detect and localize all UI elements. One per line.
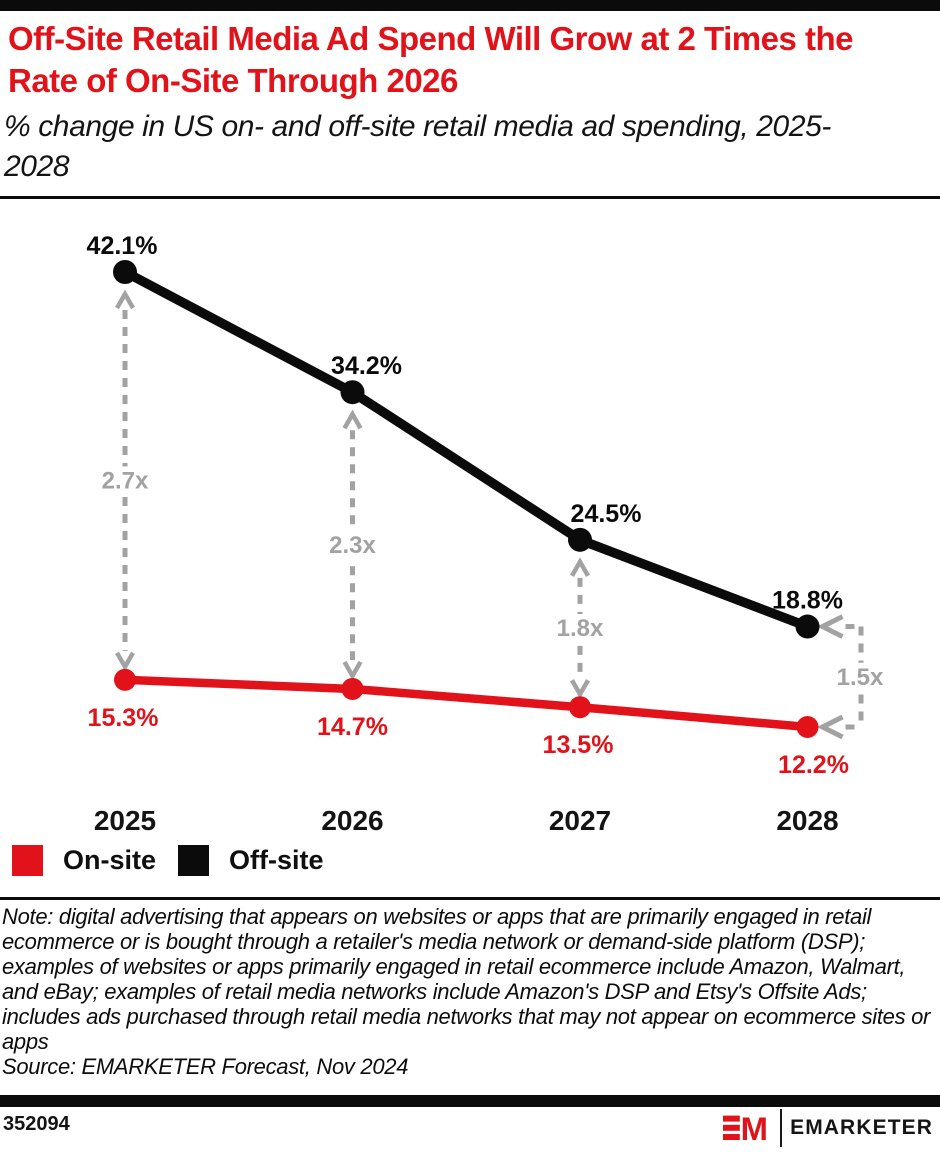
ratio-arrow-up-head bbox=[570, 557, 590, 577]
legend-label-on-site: On-site bbox=[63, 845, 157, 875]
multiplier-label: 2.7x bbox=[102, 467, 149, 494]
chart-id: 352094 bbox=[3, 1113, 70, 1135]
logo-divider bbox=[780, 1109, 783, 1147]
off-site-point bbox=[795, 614, 820, 639]
chart-subtitle: % change in US on- and off-site retail m… bbox=[4, 110, 831, 183]
ratio-label-bg bbox=[831, 662, 889, 691]
on-site-point bbox=[796, 715, 819, 738]
svg-text:M: M bbox=[741, 1113, 768, 1143]
on-site-value-label: 12.2% bbox=[778, 751, 849, 779]
year-label: 2027 bbox=[549, 805, 611, 836]
note-divider bbox=[0, 897, 940, 900]
ratio-arrow-up-head bbox=[115, 289, 135, 310]
ratio-arrow-left-head bbox=[816, 614, 844, 639]
on-site-value-label: 14.7% bbox=[317, 713, 388, 741]
year-label: 2028 bbox=[776, 805, 838, 836]
ratio-arrow-down-head bbox=[342, 660, 363, 681]
multiplier-label: 1.8x bbox=[557, 615, 604, 642]
legend-item-off-site: Off-site bbox=[178, 845, 324, 876]
ratio-arrow-down-head bbox=[115, 651, 135, 672]
header-divider bbox=[0, 196, 940, 199]
ratio-label-bg bbox=[552, 614, 608, 643]
year-label: 2025 bbox=[94, 805, 156, 836]
footnote-block: Note: digital advertising that appears o… bbox=[2, 904, 934, 1079]
line-chart: 2.7x 2.3x 1.8x 1.5x 42.1% 34.2% 24.5% 18.8% 15.3… bbox=[87, 232, 889, 836]
on-site-point bbox=[114, 668, 136, 691]
on-site-value-label: 13.5% bbox=[543, 731, 614, 759]
on-site-line bbox=[120, 675, 812, 732]
off-site-point bbox=[340, 380, 365, 405]
ratio-arrow-down-head bbox=[570, 679, 590, 699]
on-site-point bbox=[341, 677, 364, 700]
on-site-point bbox=[569, 696, 591, 719]
off-site-value-label: 34.2% bbox=[331, 352, 402, 380]
ratio-label-bg bbox=[97, 466, 153, 495]
year-label: 2026 bbox=[321, 805, 383, 836]
off-site-swatch bbox=[178, 845, 210, 876]
off-site-line bbox=[120, 267, 813, 632]
on-site-value-label: 15.3% bbox=[88, 704, 159, 732]
chart-title: Off-Site Retail Media Ad Spend Will Grow… bbox=[8, 20, 854, 99]
off-site-point bbox=[113, 260, 137, 284]
em-logo-icon: M bbox=[723, 1113, 768, 1143]
ratio-arrow-left-head bbox=[816, 714, 844, 740]
note-text: Note: digital advertising that appears o… bbox=[2, 904, 931, 1054]
ratio-label-bg bbox=[324, 531, 381, 560]
chart-legend: On-site Off-site bbox=[12, 845, 346, 876]
legend-item-on-site: On-site bbox=[12, 845, 156, 876]
brand-logo: M EMARKETER bbox=[723, 1109, 933, 1147]
source-text: Source: EMARKETER Forecast, Nov 2024 bbox=[2, 1054, 409, 1079]
ratio-arrow-up-head bbox=[342, 409, 363, 430]
top-accent-bar bbox=[0, 0, 940, 11]
brand-wordmark: EMARKETER bbox=[790, 1116, 933, 1139]
multiplier-label: 2.3x bbox=[329, 532, 376, 559]
off-site-value-label: 42.1% bbox=[87, 232, 158, 260]
footer-bar bbox=[0, 1095, 940, 1107]
off-site-point bbox=[568, 527, 592, 552]
off-site-value-label: 18.8% bbox=[772, 587, 843, 615]
legend-label-off-site: Off-site bbox=[229, 845, 324, 875]
on-site-swatch bbox=[12, 845, 43, 876]
multiplier-label: 1.5x bbox=[837, 664, 884, 691]
off-site-value-label: 24.5% bbox=[571, 500, 642, 528]
